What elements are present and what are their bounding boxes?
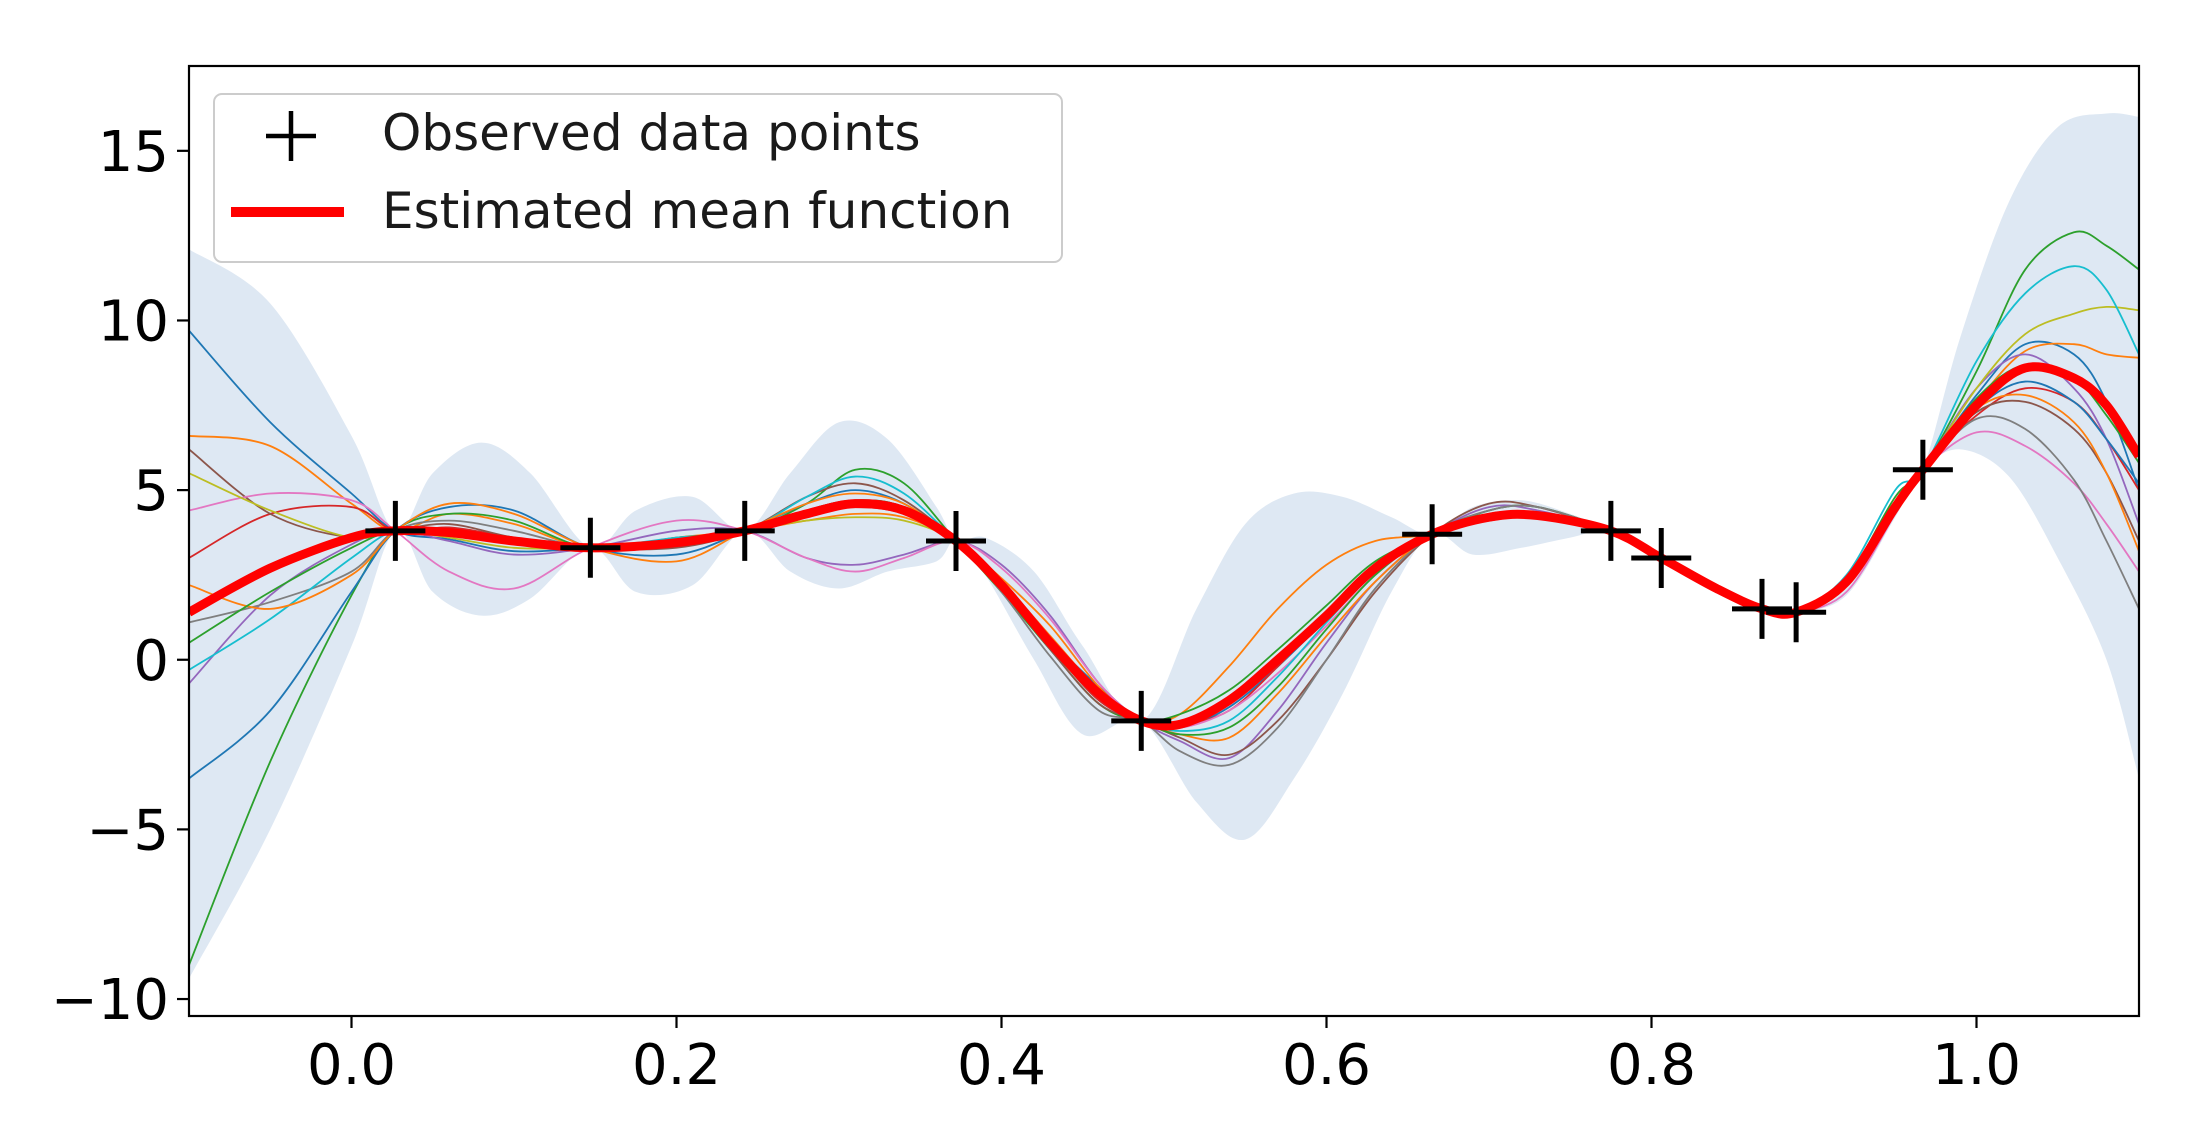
- x-tick-label: 0.4: [957, 1033, 1046, 1098]
- observed-point: [1766, 582, 1827, 643]
- x-tick-label: 0.2: [632, 1033, 721, 1098]
- legend-observed-marker: [266, 111, 316, 161]
- x-axis: 0.0 0.2 0.4 0.6 0.8 1.0: [307, 1016, 2021, 1098]
- sample-curve-3: [189, 230, 2139, 966]
- observed-point: [365, 500, 426, 561]
- x-tick-label: 0.0: [307, 1033, 396, 1098]
- y-tick-label: 15: [98, 120, 169, 185]
- y-tick-label: −5: [86, 798, 169, 863]
- x-tick-label: 0.6: [1282, 1033, 1371, 1098]
- observed-point: [1580, 500, 1641, 561]
- legend-observed-label: Observed data points: [382, 104, 921, 162]
- y-tick-label: 5: [133, 459, 169, 524]
- legend-mean-label: Estimated mean function: [382, 182, 1012, 240]
- observed-point: [926, 511, 986, 571]
- y-tick-label: −10: [51, 968, 169, 1033]
- y-axis: −10 −5 0 5 10 15: [51, 120, 189, 1033]
- observed-point: [1732, 578, 1792, 639]
- y-tick-label: 10: [98, 289, 169, 354]
- legend-box: [213, 93, 1063, 263]
- observed-points-layer: [365, 439, 1953, 751]
- observed-point: [1402, 504, 1463, 565]
- observed-point: [1892, 439, 1953, 500]
- x-tick-label: 1.0: [1932, 1033, 2021, 1098]
- plot-frame: [187, 64, 2141, 1018]
- observed-point: [714, 500, 775, 561]
- y-tick-label: 0: [133, 629, 169, 694]
- observed-point: [1631, 527, 1692, 588]
- x-tick-label: 0.8: [1607, 1033, 1696, 1098]
- legend: Observed data points Estimated mean func…: [213, 93, 1063, 263]
- observed-point: [1111, 690, 1172, 751]
- observed-point: [560, 517, 621, 578]
